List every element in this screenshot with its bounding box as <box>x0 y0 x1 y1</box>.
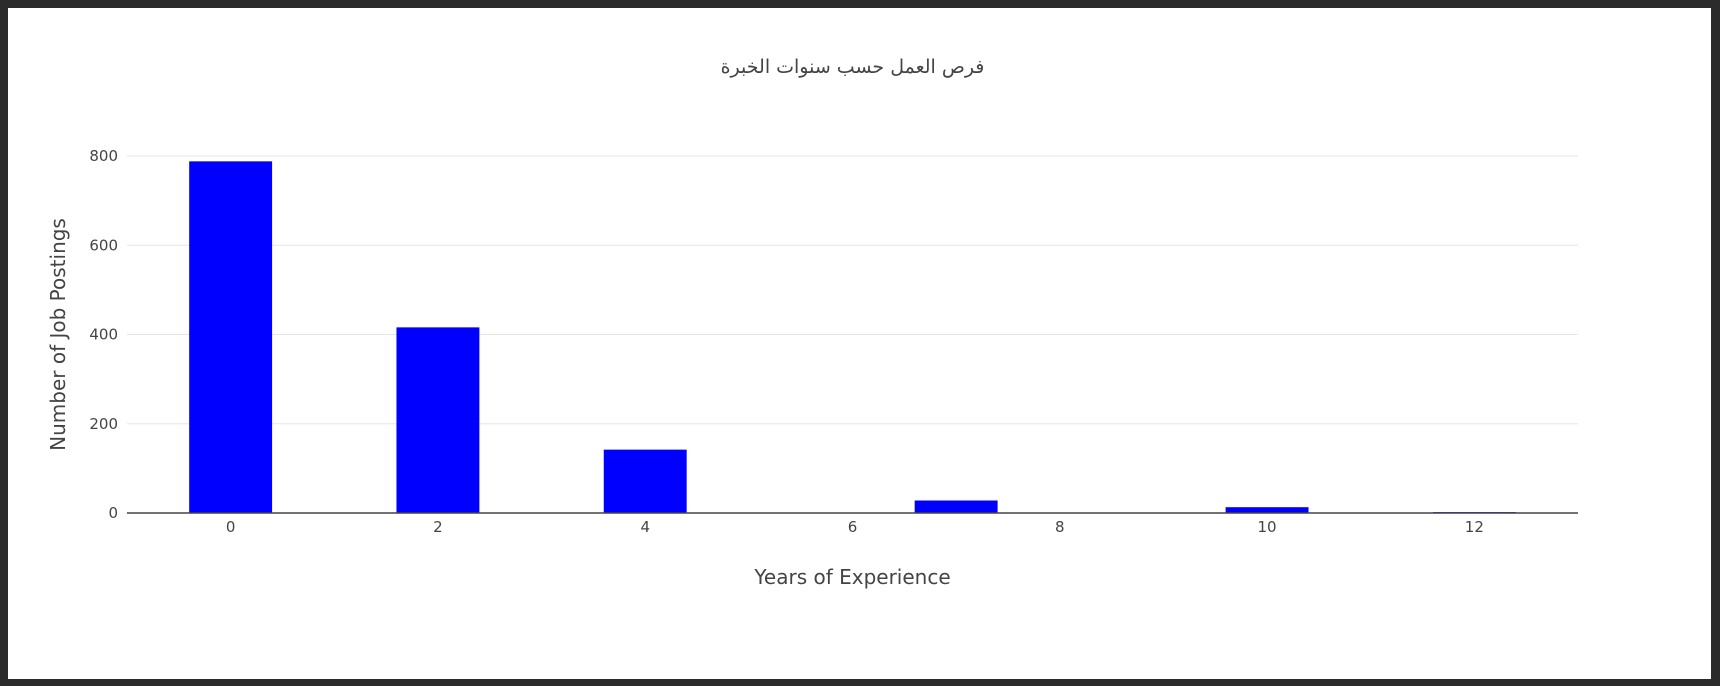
bar <box>603 449 687 513</box>
y-tick-label: 600 <box>89 236 118 254</box>
grid-lines <box>127 155 1578 425</box>
bar <box>1225 507 1309 513</box>
x-tick-label: 8 <box>1055 518 1065 536</box>
bar <box>396 327 480 513</box>
y-tick-label: 200 <box>89 415 118 433</box>
bar <box>914 500 998 513</box>
x-tick-label: 12 <box>1465 518 1484 536</box>
bars <box>189 161 1516 514</box>
x-axis-title: Years of Experience <box>753 565 950 589</box>
chart-frame: 0 200 400 600 800 0 2 4 6 8 10 12 فرص العمل حسب سن… <box>8 8 1711 679</box>
x-tick-labels: 0 2 4 6 8 10 12 <box>226 518 1484 536</box>
bar-chart: 0 200 400 600 800 0 2 4 6 8 10 12 فرص العمل حسب سن… <box>46 56 1578 589</box>
bar <box>189 161 273 514</box>
y-tick-label: 0 <box>108 504 118 522</box>
y-axis-title: Number of Job Postings <box>46 218 70 451</box>
y-tick-labels: 0 200 400 600 800 <box>89 147 118 522</box>
y-tick-label: 800 <box>89 147 118 165</box>
x-tick-label: 10 <box>1258 518 1277 536</box>
y-tick-label: 400 <box>89 326 118 344</box>
chart-title: فرص العمل حسب سنوات الخبرة <box>721 56 985 78</box>
x-tick-label: 0 <box>226 518 236 536</box>
x-tick-label: 6 <box>848 518 858 536</box>
x-tick-label: 2 <box>433 518 443 536</box>
x-tick-label: 4 <box>640 518 650 536</box>
